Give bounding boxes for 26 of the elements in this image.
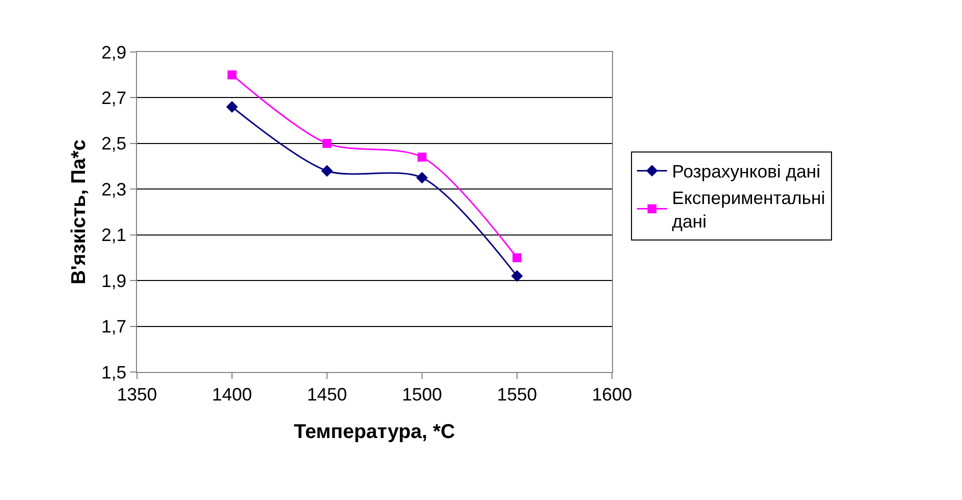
y-tick-label: 2,1 xyxy=(101,225,126,246)
point xyxy=(418,152,426,162)
point xyxy=(321,165,333,177)
point xyxy=(228,70,236,80)
x-tick-label: 1600 xyxy=(592,384,632,405)
x-tick-label: 1500 xyxy=(402,384,442,405)
x-tick-label: 1550 xyxy=(496,384,538,405)
y-tick-label: 2,3 xyxy=(101,179,126,200)
point xyxy=(512,253,522,262)
y-tick-label: 1,5 xyxy=(101,362,126,382)
point xyxy=(511,270,523,282)
y-tick-label: 2,7 xyxy=(101,88,126,108)
y-tick-label: 1,9 xyxy=(101,270,126,291)
point xyxy=(322,138,332,148)
y-tick-label: 2,5 xyxy=(101,134,126,154)
y-tick-label: 1,7 xyxy=(101,316,126,337)
y-tick-label: 2,9 xyxy=(101,42,126,62)
point xyxy=(226,101,238,113)
x-tick-label: 1400 xyxy=(212,384,252,405)
x-tick-label: 1350 xyxy=(116,384,158,405)
point xyxy=(416,172,428,184)
x-tick-label: 1450 xyxy=(306,384,348,405)
y-axis-title: В'язкість, Па*с xyxy=(68,139,90,285)
x-axis-title: Температура, *С xyxy=(294,421,456,444)
legend-label: Розрахункові дані xyxy=(672,162,820,182)
legend-label: Експериментальні дані xyxy=(672,188,826,232)
